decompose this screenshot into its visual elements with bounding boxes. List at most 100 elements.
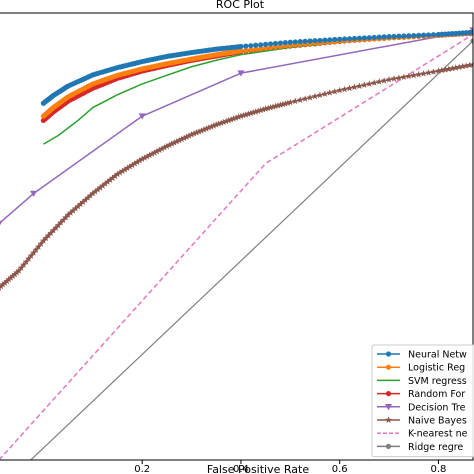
series-decision-tre — [0, 27, 473, 226]
data-point — [361, 35, 367, 41]
data-point — [405, 72, 413, 80]
data-point — [128, 161, 136, 169]
data-point — [96, 184, 104, 191]
data-point — [121, 166, 129, 173]
data-point — [86, 192, 94, 199]
data-point — [267, 103, 274, 111]
data-point — [253, 46, 259, 52]
data-point — [277, 40, 284, 46]
data-point — [0, 220, 3, 226]
data-point — [381, 34, 387, 40]
data-point — [32, 246, 40, 253]
data-point — [326, 89, 334, 96]
data-point — [49, 226, 57, 234]
data-point — [258, 42, 264, 48]
legend-marker — [385, 443, 392, 449]
data-point — [91, 187, 99, 195]
data-point — [232, 114, 240, 121]
data-point — [44, 232, 52, 239]
data-point — [332, 36, 338, 43]
data-point — [148, 150, 156, 157]
data-point — [94, 186, 102, 193]
data-point — [173, 138, 181, 145]
data-point — [269, 103, 277, 110]
data-point — [131, 160, 139, 167]
data-point — [15, 267, 23, 274]
data-point — [406, 33, 412, 39]
data-point — [296, 96, 304, 103]
data-point — [307, 38, 313, 44]
data-point — [126, 163, 134, 170]
data-point — [396, 33, 402, 39]
data-point — [470, 29, 473, 35]
data-point — [346, 36, 353, 42]
data-point — [25, 255, 33, 262]
data-point — [337, 36, 343, 42]
legend-label: Logistic Reg — [408, 363, 465, 374]
data-point — [365, 80, 373, 87]
data-point — [252, 108, 260, 115]
series-line — [42, 31, 473, 104]
x-axis-label: False Positive Rate — [207, 463, 309, 474]
data-point — [371, 34, 377, 41]
data-point — [7, 274, 15, 281]
data-point — [99, 182, 107, 189]
data-point — [459, 62, 467, 70]
data-point — [420, 70, 428, 77]
data-point — [79, 198, 87, 206]
data-point — [111, 172, 119, 180]
data-point — [156, 146, 163, 154]
legend-marker — [384, 404, 393, 411]
x-tick-label: 0.2 — [134, 464, 150, 474]
data-point — [13, 269, 21, 276]
data-point — [292, 39, 298, 45]
data-point — [190, 130, 198, 137]
data-point — [230, 115, 237, 122]
data-point — [217, 119, 225, 126]
x-axis: 0.2 0.4 0.6 0.8 — [134, 460, 446, 474]
data-point — [180, 134, 188, 142]
data-point — [54, 221, 62, 229]
data-point — [395, 74, 403, 81]
data-point — [286, 98, 294, 106]
data-point — [195, 128, 203, 135]
legend-label: Neural Netw — [408, 350, 467, 361]
data-point — [351, 35, 358, 42]
data-point — [141, 154, 149, 161]
data-point — [64, 211, 72, 218]
data-point — [253, 42, 259, 48]
data-point — [207, 123, 215, 130]
data-point — [430, 32, 437, 38]
data-point — [370, 79, 378, 86]
legend-marker — [385, 364, 392, 370]
data-point — [77, 200, 84, 208]
data-point — [22, 258, 30, 265]
data-point — [101, 180, 109, 187]
data-point — [243, 43, 249, 49]
data-point — [317, 37, 323, 44]
legend-box — [371, 344, 474, 458]
legend-label: Naive Bayes — [408, 416, 467, 427]
data-point — [143, 152, 151, 160]
data-point — [227, 115, 235, 123]
data-point — [109, 174, 116, 181]
legend-label: Decision Tre — [408, 402, 466, 413]
data-point — [264, 104, 272, 112]
x-tick-label: 0.8 — [430, 464, 446, 474]
data-point — [263, 45, 269, 51]
series-neural-netw — [40, 29, 473, 106]
legend-marker — [385, 351, 392, 357]
data-point — [146, 151, 154, 159]
data-point — [5, 275, 13, 283]
data-point — [220, 118, 228, 126]
data-point — [20, 261, 28, 268]
data-point — [445, 65, 453, 72]
data-point — [272, 102, 279, 110]
data-point — [160, 143, 168, 151]
data-point — [274, 102, 282, 109]
data-point — [37, 240, 45, 247]
data-point — [168, 140, 176, 147]
legend-marker — [385, 416, 392, 423]
data-point — [316, 91, 324, 99]
